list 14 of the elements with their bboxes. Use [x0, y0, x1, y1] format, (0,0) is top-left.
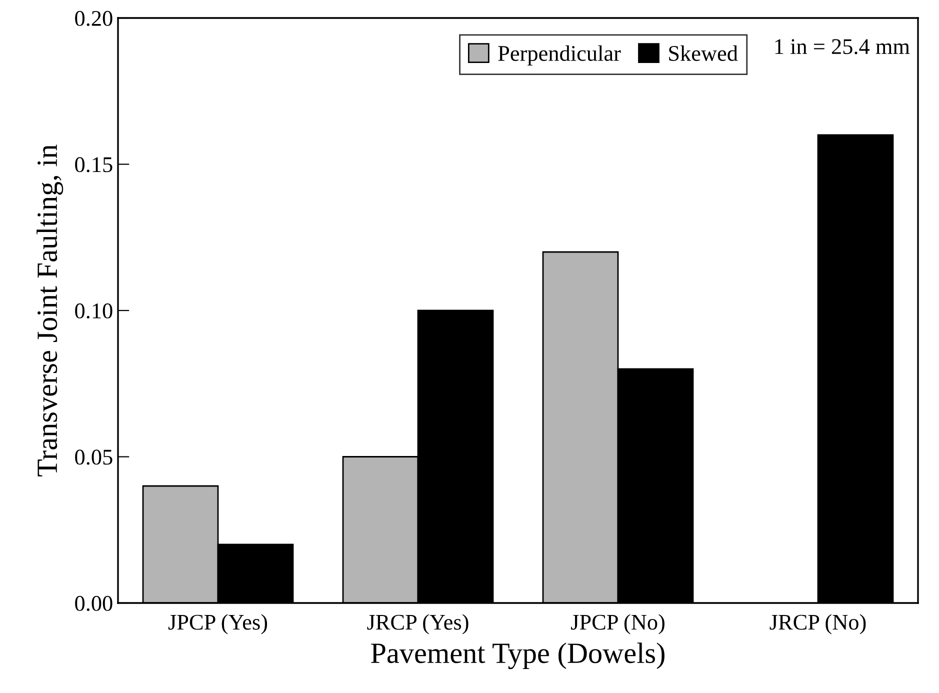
y-axis-title: Transverse Joint Faulting, in: [36, 144, 64, 476]
legend-label: Perpendicular: [498, 45, 621, 66]
y-tick-label: 0.00: [75, 596, 112, 612]
x-tick-label: JRCP (Yes): [367, 614, 468, 634]
y-tick-label: 0.05: [75, 450, 112, 465]
x-tick-label: JPCP (Yes): [168, 614, 268, 634]
annotation: 1 in = 25.4 mm: [775, 39, 910, 54]
y-tick-label: 0.10: [75, 303, 112, 319]
x-axis-title: Pavement Type (Dowels): [371, 642, 664, 670]
legend-label: Skewed: [669, 45, 738, 61]
y-tick-label: 0.15: [75, 157, 112, 172]
x-tick-label: JRCP (No): [770, 614, 866, 634]
y-tick-label: 0.20: [75, 10, 112, 26]
x-tick-label: JPCP (No): [571, 614, 664, 634]
